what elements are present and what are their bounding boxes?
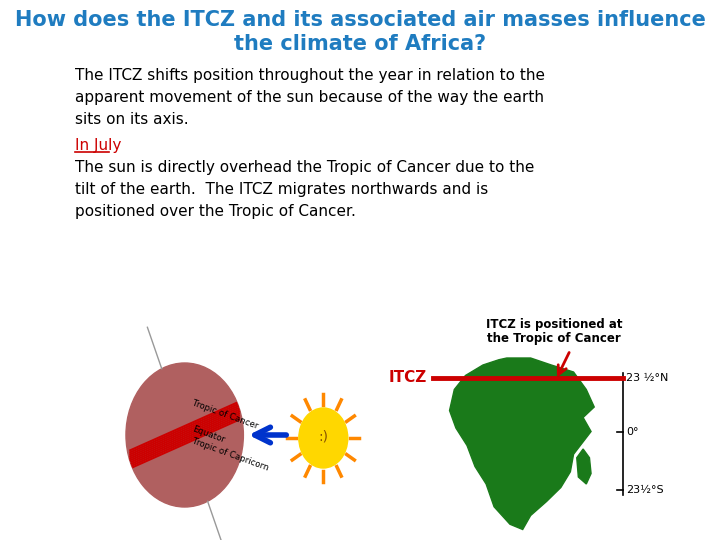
Text: 23½°S: 23½°S	[626, 485, 663, 495]
Text: ITCZ is positioned at: ITCZ is positioned at	[486, 318, 622, 331]
Text: the Tropic of Cancer: the Tropic of Cancer	[487, 332, 621, 345]
Text: sits on its axis.: sits on its axis.	[75, 112, 188, 127]
Text: apparent movement of the sun because of the way the earth: apparent movement of the sun because of …	[75, 90, 544, 105]
Text: 0°: 0°	[626, 427, 639, 437]
Text: The sun is directly overhead the Tropic of Cancer due to the: The sun is directly overhead the Tropic …	[75, 160, 534, 175]
Circle shape	[126, 363, 243, 507]
Text: Tropic of Cancer: Tropic of Cancer	[192, 399, 259, 431]
Text: the climate of Africa?: the climate of Africa?	[234, 34, 486, 54]
Text: 23 ½°N: 23 ½°N	[626, 373, 668, 383]
Text: :): :)	[318, 429, 328, 443]
Text: How does the ITCZ and its associated air masses influence: How does the ITCZ and its associated air…	[14, 10, 706, 30]
Circle shape	[299, 408, 348, 468]
Text: In July: In July	[75, 138, 121, 153]
Polygon shape	[577, 449, 591, 484]
Text: The ITCZ shifts position throughout the year in relation to the: The ITCZ shifts position throughout the …	[75, 68, 544, 83]
Polygon shape	[449, 358, 594, 530]
Text: Tropic of Capricorn: Tropic of Capricorn	[192, 437, 270, 473]
Text: positioned over the Tropic of Cancer.: positioned over the Tropic of Cancer.	[75, 204, 356, 219]
Text: tilt of the earth.  The ITCZ migrates northwards and is: tilt of the earth. The ITCZ migrates nor…	[75, 182, 488, 197]
Text: ITCZ: ITCZ	[389, 370, 427, 386]
Text: Equator: Equator	[192, 425, 226, 445]
